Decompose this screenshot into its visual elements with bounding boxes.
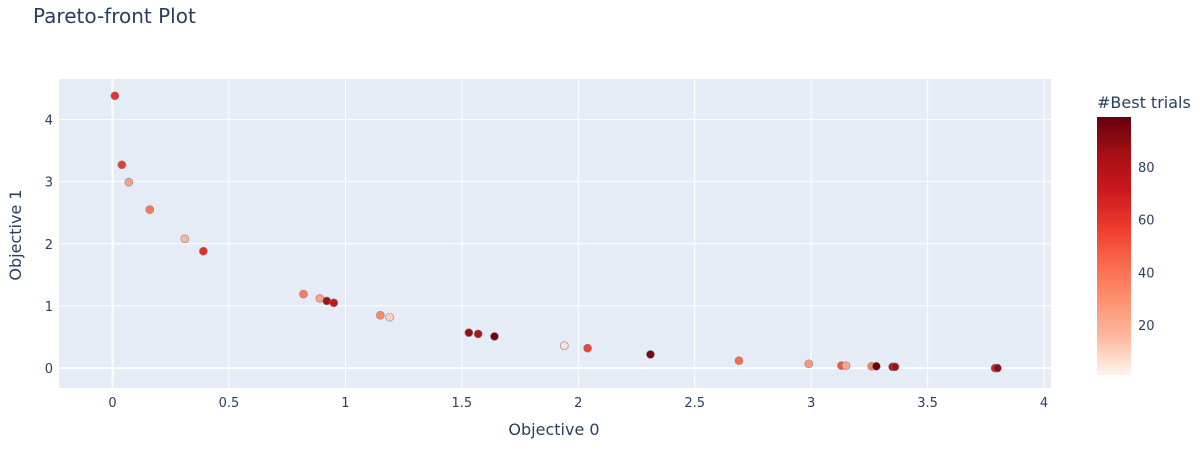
colorbar-tick-labels: 20 40 60 80 xyxy=(1138,161,1155,334)
x-tick-label: 0 xyxy=(108,396,116,411)
y-tick-labels: 0 1 2 3 4 xyxy=(45,113,53,377)
data-point xyxy=(890,362,900,372)
data-point xyxy=(646,350,655,359)
y-tick-label: 3 xyxy=(45,176,53,191)
data-point xyxy=(841,361,851,370)
data-point xyxy=(199,246,208,256)
data-point xyxy=(145,205,155,214)
y-tick-label: 2 xyxy=(45,238,53,253)
data-point xyxy=(376,310,385,320)
x-tick-label: 3 xyxy=(807,396,815,411)
colorbar-tick-label: 80 xyxy=(1138,161,1155,176)
data-point xyxy=(110,91,120,101)
x-tick-labels: 0 0.5 1 1.5 2 2.5 3 3.5 4 xyxy=(108,396,1048,411)
plot-area xyxy=(59,79,1051,388)
data-point xyxy=(180,234,190,244)
colorbar-tick-label: 60 xyxy=(1138,214,1155,229)
data-point xyxy=(117,160,127,170)
colorbar-title: #Best trials xyxy=(1097,93,1191,112)
x-axis-title: Objective 0 xyxy=(508,420,599,439)
chart-title: Pareto-front Plot xyxy=(33,4,196,28)
colorbar-tick-label: 20 xyxy=(1138,319,1155,334)
colorbar xyxy=(1097,117,1131,375)
data-point xyxy=(560,341,569,351)
y-tick-label: 4 xyxy=(45,113,53,128)
x-tick-label: 3.5 xyxy=(917,396,938,411)
data-points xyxy=(110,91,1002,373)
x-tick-label: 0.5 xyxy=(219,396,240,411)
data-point xyxy=(124,177,134,187)
data-point xyxy=(299,289,308,299)
y-axis-title: Objective 1 xyxy=(6,189,25,280)
data-point xyxy=(329,298,339,308)
gridlines xyxy=(59,79,1051,388)
data-point xyxy=(872,361,881,371)
data-point xyxy=(583,343,592,353)
x-tick-label: 2 xyxy=(574,396,582,411)
y-tick-label: 0 xyxy=(45,362,53,377)
data-point xyxy=(473,329,483,339)
data-point xyxy=(734,356,744,365)
colorbar-tick-label: 40 xyxy=(1138,266,1155,281)
x-tick-label: 1.5 xyxy=(452,396,473,411)
data-point xyxy=(490,332,499,341)
data-point xyxy=(804,359,814,369)
y-tick-label: 1 xyxy=(45,300,53,315)
x-tick-label: 4 xyxy=(1040,396,1048,411)
x-tick-label: 2.5 xyxy=(684,396,705,411)
x-tick-label: 1 xyxy=(341,396,349,411)
data-point xyxy=(385,312,394,322)
data-point xyxy=(464,328,474,337)
data-point xyxy=(993,363,1002,373)
